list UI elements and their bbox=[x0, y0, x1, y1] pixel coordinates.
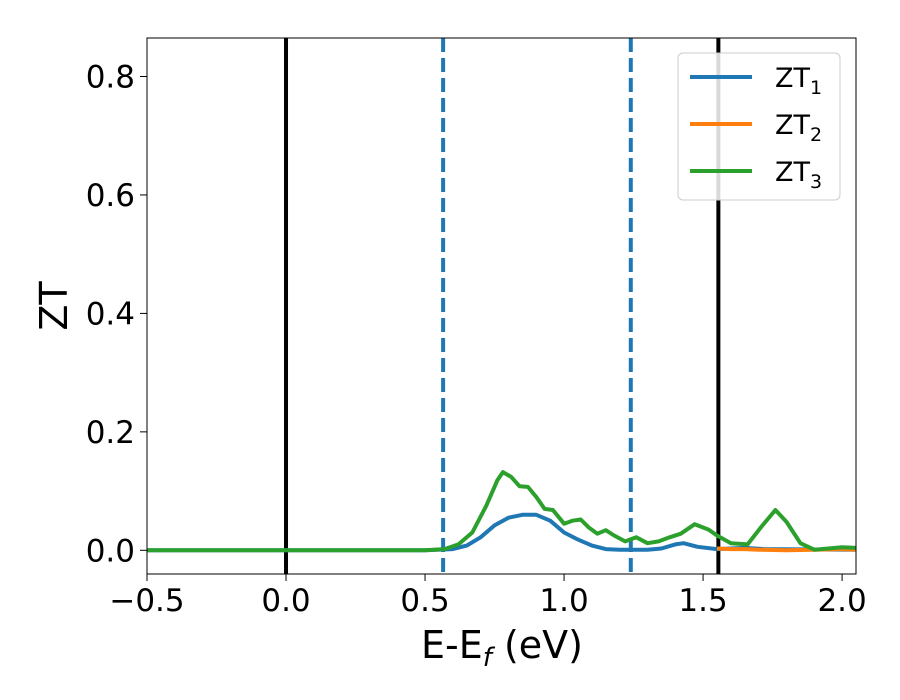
y-axis-label: ZT bbox=[32, 281, 76, 331]
series-lines bbox=[147, 470, 857, 553]
legend-label-zt3: ZT3 bbox=[775, 157, 822, 193]
reference-lines bbox=[284, 38, 721, 574]
y-tick-label: 0.8 bbox=[86, 59, 135, 95]
x-tick-label: 0.0 bbox=[261, 583, 310, 619]
y-tick-label: 0.2 bbox=[86, 415, 135, 451]
x-tick-label: −0.5 bbox=[109, 583, 184, 619]
y-axis-ticks: 0.0 0.2 0.4 0.6 0.8 bbox=[86, 59, 147, 569]
x-tick-label: 2.0 bbox=[817, 583, 866, 619]
x-tick-label: 1.0 bbox=[539, 583, 588, 619]
plot-area-frame bbox=[146, 37, 857, 575]
x-tick-label: 0.5 bbox=[400, 583, 449, 619]
legend-label-zt2: ZT2 bbox=[775, 110, 822, 146]
legend: ZT1 ZT2 ZT3 bbox=[677, 52, 841, 201]
y-tick-label: 0.0 bbox=[86, 533, 135, 569]
x-axis-ticks: −0.5 0.0 0.5 1.0 1.5 2.0 bbox=[109, 574, 867, 619]
x-axis-label: E-Ef (eV) bbox=[421, 623, 583, 673]
series-line-zt3 bbox=[147, 470, 857, 553]
series-line-zt1 bbox=[147, 512, 857, 553]
x-tick-label: 1.5 bbox=[678, 583, 727, 619]
y-tick-label: 0.6 bbox=[86, 178, 135, 214]
legend-label-zt1: ZT1 bbox=[775, 63, 822, 99]
legend-box bbox=[677, 52, 841, 201]
y-tick-label: 0.4 bbox=[86, 296, 135, 332]
